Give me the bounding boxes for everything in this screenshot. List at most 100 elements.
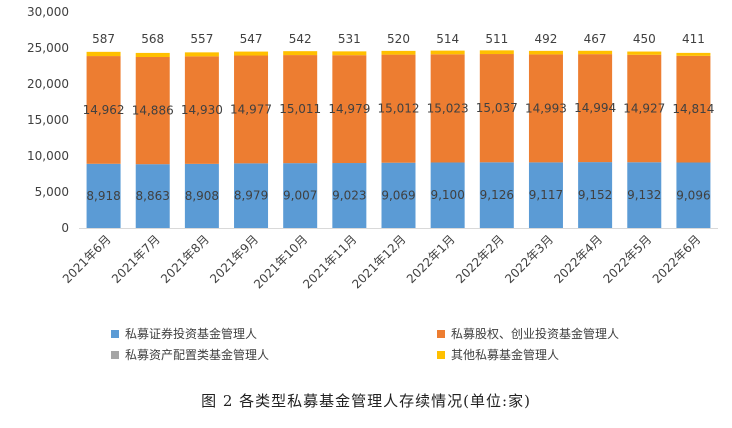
data-label-equity: 14,927 — [623, 102, 665, 116]
bar-segment-series-1 — [528, 54, 563, 163]
y-axis: 0 5,000 10,000 15,000 20,000 25,000 30,000 — [27, 5, 69, 235]
y-tick-label: 10,000 — [27, 149, 69, 163]
y-tick-label: 5,000 — [35, 185, 69, 199]
x-tick-label: 2021年9月 — [207, 232, 261, 286]
bar-segment-series-3 — [578, 50, 613, 55]
data-label-equity: 15,023 — [427, 101, 469, 115]
bar-segment-series-1 — [430, 54, 465, 163]
bar-segment-series-1 — [381, 54, 416, 163]
data-label-other: 568 — [141, 32, 164, 46]
bar-segment-series-3 — [528, 50, 563, 55]
bar-segment-series-0 — [676, 162, 711, 228]
data-label-other: 557 — [190, 32, 213, 46]
data-label-securities: 8,908 — [185, 189, 219, 203]
bar-segment-series-1 — [135, 57, 170, 165]
data-label-other: 467 — [584, 32, 607, 46]
data-label-equity: 14,962 — [83, 103, 125, 117]
data-label-securities: 9,096 — [676, 188, 710, 202]
bar-segment-series-3 — [332, 51, 367, 56]
bar-segment-series-3 — [135, 52, 170, 58]
data-label-securities: 8,979 — [234, 189, 268, 203]
bar-segment-series-0 — [332, 163, 367, 228]
x-tick-label: 2022年5月 — [601, 232, 655, 286]
data-label-other: 492 — [535, 32, 558, 46]
data-label-other: 587 — [92, 32, 115, 46]
y-tick-label: 0 — [61, 221, 69, 235]
bar-segment-series-0 — [283, 163, 318, 228]
y-tick-label: 30,000 — [27, 5, 69, 19]
data-label-securities: 9,152 — [578, 188, 612, 202]
data-label-securities: 8,918 — [86, 189, 120, 203]
data-label-equity: 14,814 — [672, 102, 714, 116]
legend-label-other: 其他私募基金管理人 — [451, 348, 560, 362]
bar-segment-series-3 — [676, 52, 711, 56]
legend-swatch — [111, 350, 119, 359]
data-label-equity: 14,886 — [132, 104, 174, 118]
legend-item-equity: 私募股权、创业投资基金管理人 — [437, 325, 619, 342]
bar-segment-series-3 — [86, 51, 121, 57]
data-label-other: 511 — [485, 32, 508, 46]
bar-segment-series-0 — [135, 164, 170, 228]
data-label-equity: 14,977 — [230, 102, 272, 116]
bar-segment-series-1 — [332, 55, 367, 164]
bar-segment-series-3 — [479, 50, 514, 55]
data-label-other: 547 — [240, 32, 263, 46]
y-tick-label: 25,000 — [27, 41, 69, 55]
x-tick-label: 2022年6月 — [650, 232, 704, 286]
legend-item-asset-allocation: 私募资产配置类基金管理人 — [111, 346, 269, 363]
x-tick-label: 2022年4月 — [551, 232, 605, 286]
data-label-equity: 14,993 — [525, 101, 567, 115]
data-label-securities: 9,132 — [627, 188, 661, 202]
data-label-other: 531 — [338, 32, 361, 46]
x-tick-label: 2022年2月 — [453, 232, 507, 286]
x-tick-label: 2021年8月 — [158, 232, 212, 286]
bar-segment-series-1 — [234, 55, 269, 164]
legend-swatch — [437, 350, 445, 359]
x-tick-label: 2021年7月 — [109, 232, 163, 286]
bar-segment-series-3 — [283, 51, 318, 56]
bar-segment-series-3 — [627, 51, 662, 55]
bar-segment-series-3 — [184, 52, 219, 57]
legend-swatch — [111, 329, 119, 338]
y-tick-label: 20,000 — [27, 77, 69, 91]
bar-segment-series-1 — [479, 54, 514, 163]
data-label-other: 450 — [633, 32, 656, 46]
bar-segment-series-1 — [578, 54, 613, 163]
bar-segment-series-0 — [578, 162, 613, 228]
legend-item-securities: 私募证券投资基金管理人 — [111, 325, 257, 342]
data-label-equity: 15,012 — [378, 102, 420, 116]
legend-label-securities: 私募证券投资基金管理人 — [125, 327, 258, 341]
bar-segment-series-0 — [627, 162, 662, 228]
bar-segment-series-0 — [430, 162, 465, 228]
x-tick-label: 2021年6月 — [60, 232, 114, 286]
bar-segment-series-0 — [528, 162, 563, 228]
data-label-other: 520 — [387, 32, 410, 46]
legend-swatch — [437, 329, 445, 338]
data-label-securities: 8,863 — [136, 189, 170, 203]
bar-segment-series-3 — [381, 50, 416, 55]
data-label-other: 542 — [289, 32, 312, 46]
legend-label-asset-allocation: 私募资产配置类基金管理人 — [125, 348, 270, 362]
data-label-other: 514 — [436, 32, 459, 46]
data-label-securities: 9,007 — [283, 189, 317, 203]
bar-segment-series-1 — [676, 55, 711, 163]
figure-caption: 图 2 各类型私募基金管理人存续情况(单位:家) — [201, 392, 531, 410]
x-tick-label: 2022年3月 — [502, 232, 556, 286]
bar-segment-series-1 — [627, 54, 662, 163]
data-label-securities: 9,126 — [480, 188, 514, 202]
bar-segment-series-1 — [283, 55, 318, 164]
data-label-other: 411 — [682, 32, 705, 46]
data-label-securities: 9,069 — [381, 188, 415, 202]
legend-item-other: 其他私募基金管理人 — [437, 346, 559, 363]
y-tick-label: 15,000 — [27, 113, 69, 127]
bar-segment-series-0 — [381, 162, 416, 228]
bar-segment-series-0 — [234, 163, 269, 228]
data-label-securities: 9,023 — [332, 189, 366, 203]
data-label-securities: 9,100 — [430, 188, 464, 202]
x-tick-label: 2022年1月 — [404, 232, 458, 286]
legend-label-equity: 私募股权、创业投资基金管理人 — [451, 327, 620, 341]
data-label-equity: 14,979 — [328, 102, 370, 116]
bar-segment-series-1 — [184, 56, 219, 164]
data-label-equity: 15,011 — [279, 102, 321, 116]
bar-segment-series-3 — [430, 50, 465, 55]
